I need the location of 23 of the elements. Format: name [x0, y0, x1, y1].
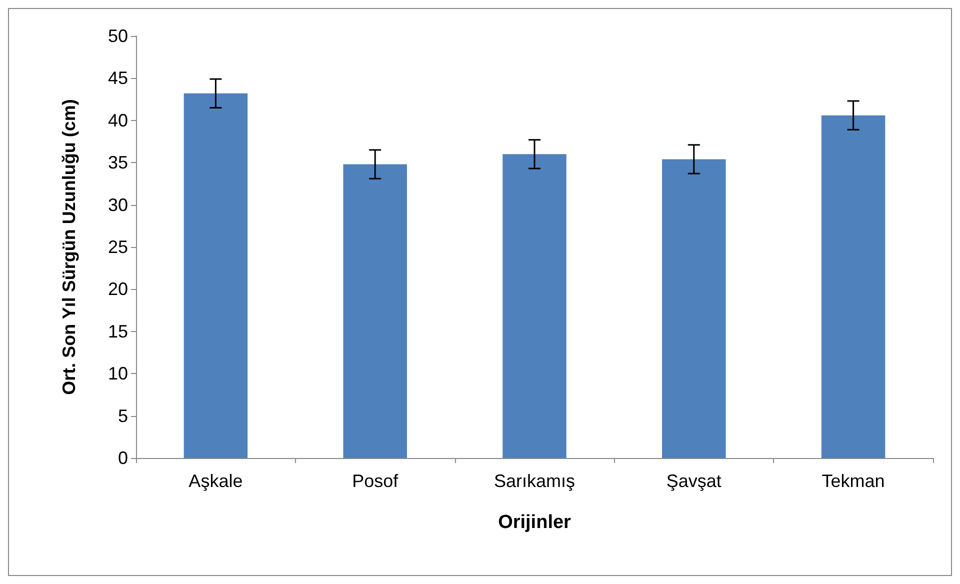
y-tick-label: 25 [108, 237, 128, 257]
y-tick-label: 5 [118, 406, 128, 426]
x-tick-label: Posof [352, 471, 400, 491]
y-tick-label: 30 [108, 194, 128, 215]
bar [502, 154, 566, 458]
x-tick-label: Şavşat [666, 471, 722, 491]
y-tick-label: 20 [108, 279, 128, 300]
y-tick-label: 0 [118, 448, 128, 468]
y-tick-label: 10 [108, 364, 128, 384]
y-axis-title: Ort. Son Yıl Sürgün Uzunluğu (cm) [59, 99, 79, 395]
x-axis-title: Orijinler [498, 512, 572, 533]
y-tick-label: 35 [108, 152, 128, 173]
x-tick-label: Tekman [822, 471, 885, 491]
x-tick-label: Aşkale [188, 471, 243, 491]
bar [821, 115, 886, 458]
y-tick-label: 15 [108, 321, 128, 342]
x-tick-label: Sarıkamış [494, 471, 576, 491]
y-tick-label: 50 [108, 26, 128, 46]
y-tick-label: 45 [108, 68, 128, 88]
bar [662, 159, 726, 458]
bar [343, 164, 407, 458]
bar [184, 93, 248, 458]
y-tick-label: 40 [108, 110, 128, 130]
